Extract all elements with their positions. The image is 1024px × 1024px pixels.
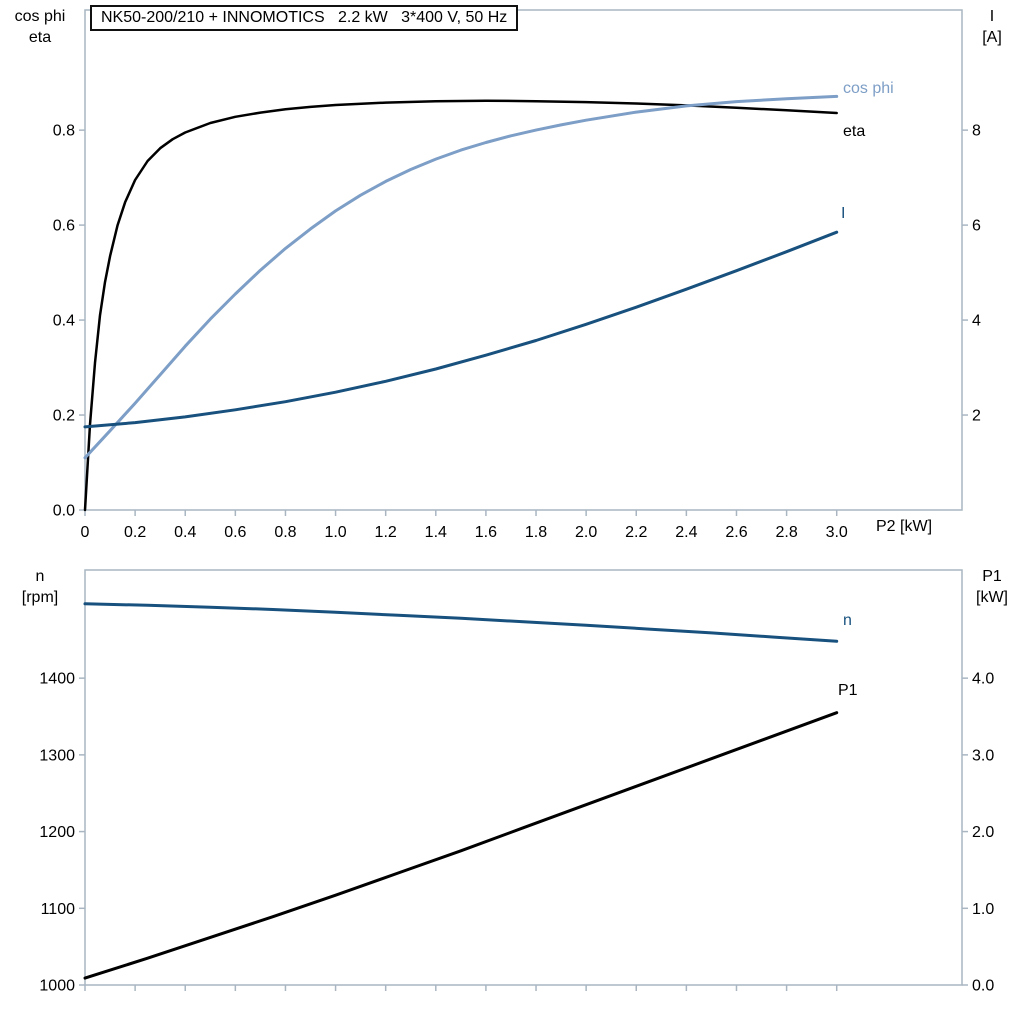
left-axis-title-line-cos-phi: cos phi (14, 8, 66, 25)
curve-label-eta: eta (843, 123, 866, 140)
svg-text:6: 6 (972, 218, 981, 235)
svg-text:2.4: 2.4 (675, 524, 697, 541)
curve-label-speed: n (843, 612, 852, 629)
svg-text:0.2: 0.2 (53, 408, 75, 425)
svg-text:0.6: 0.6 (53, 218, 75, 235)
svg-text:3.0: 3.0 (826, 524, 848, 541)
right-axis-title-line-a: [A] (982, 29, 1002, 46)
svg-text:1000: 1000 (39, 978, 75, 995)
svg-text:2.0: 2.0 (575, 524, 597, 541)
svg-text:0: 0 (81, 524, 90, 541)
svg-text:0.6: 0.6 (224, 524, 246, 541)
x-axis-label: P2 [kW] (876, 518, 933, 535)
chart-title-box: NK50-200/210 + INNOMOTICS 2.2 kW 3*400 V… (90, 5, 519, 31)
svg-text:0.8: 0.8 (53, 123, 75, 140)
svg-text:1.0: 1.0 (972, 901, 994, 918)
top-chart-right-axis-title: I [A] (964, 6, 1020, 48)
left-axis-title-line-n: n (35, 568, 45, 585)
svg-text:2.0: 2.0 (972, 824, 994, 841)
svg-text:1.2: 1.2 (375, 524, 397, 541)
top-chart-left-axis-title: cos phi eta (0, 6, 80, 48)
svg-text:1300: 1300 (39, 747, 75, 764)
svg-text:4: 4 (972, 313, 981, 330)
svg-text:0.4: 0.4 (53, 313, 75, 330)
svg-text:1100: 1100 (41, 901, 76, 918)
curve-label-current: I (841, 205, 846, 222)
right-axis-title-line-i: I (989, 8, 995, 25)
svg-text:2.6: 2.6 (725, 524, 747, 541)
svg-text:0.2: 0.2 (124, 524, 146, 541)
svg-text:3.0: 3.0 (972, 747, 994, 764)
curve-label-p1: P1 (838, 682, 858, 699)
right-axis-title-line-p1: P1 (982, 568, 1002, 585)
bottom-chart-right-axis-title: P1 [kW] (964, 566, 1020, 608)
svg-text:8: 8 (972, 123, 981, 140)
left-axis-title-line-rpm: [rpm] (21, 589, 59, 606)
bottom-chart-left-axis-title: n [rpm] (0, 566, 80, 608)
svg-text:2.2: 2.2 (625, 524, 647, 541)
left-axis-title-line-eta: eta (28, 29, 52, 46)
svg-text:1.4: 1.4 (425, 524, 447, 541)
svg-text:1.8: 1.8 (525, 524, 547, 541)
svg-text:2.8: 2.8 (775, 524, 797, 541)
svg-text:0.8: 0.8 (274, 524, 296, 541)
curve-label-cos-phi: cos phi (843, 80, 894, 97)
svg-text:2: 2 (972, 408, 981, 425)
svg-text:1200: 1200 (39, 824, 75, 841)
svg-text:1400: 1400 (39, 671, 75, 688)
svg-text:0.0: 0.0 (972, 978, 994, 995)
svg-text:4.0: 4.0 (972, 671, 994, 688)
svg-text:1.6: 1.6 (475, 524, 497, 541)
svg-text:0.4: 0.4 (174, 524, 196, 541)
right-axis-title-line-kw: [kW] (976, 589, 1008, 606)
svg-text:0.0: 0.0 (53, 503, 75, 520)
svg-text:1.0: 1.0 (324, 524, 346, 541)
